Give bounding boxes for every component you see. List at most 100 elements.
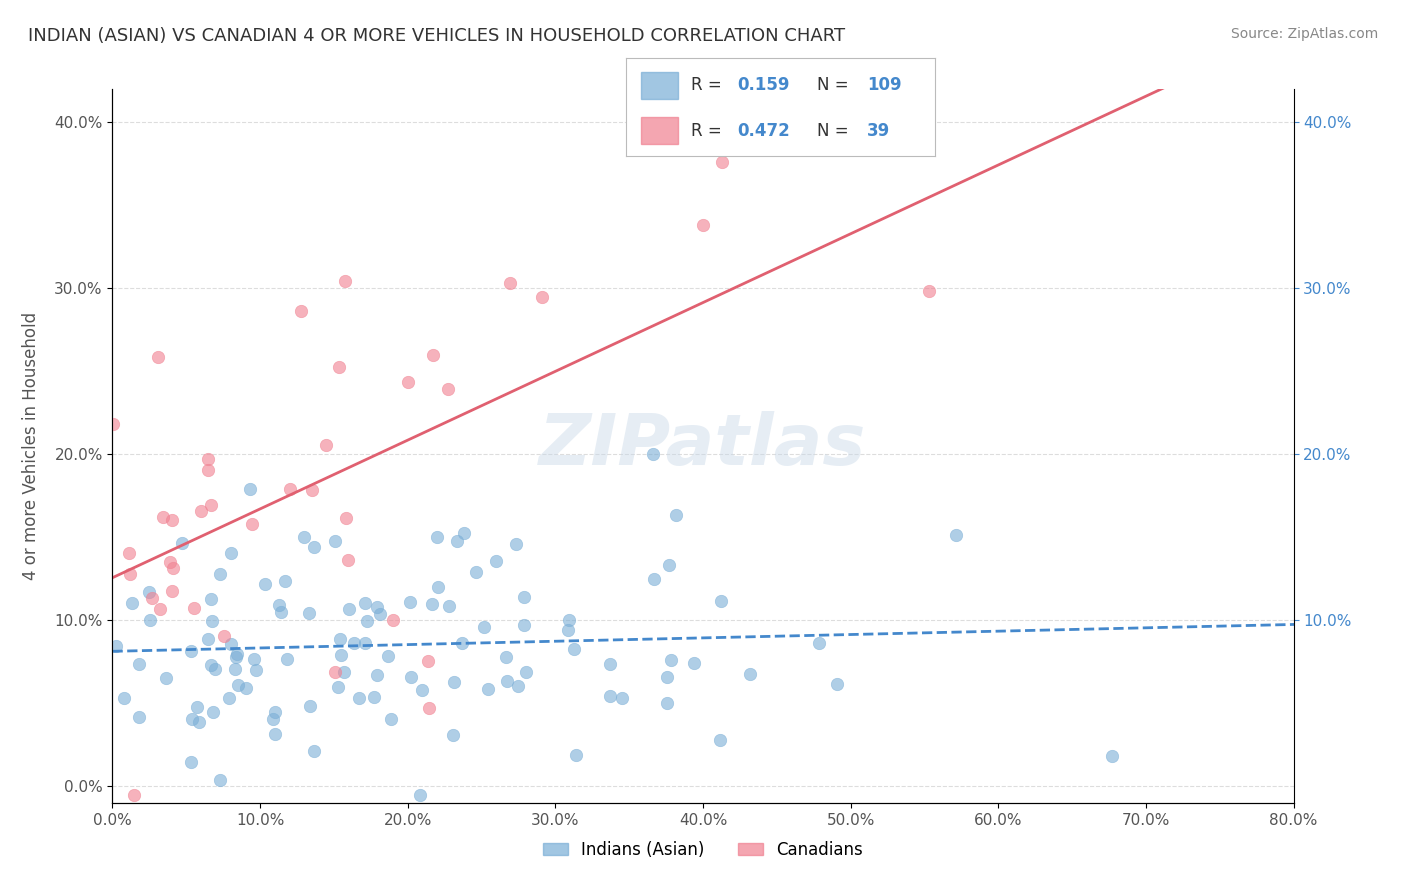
Point	[513, 590, 536, 604]
Point	[197, 463, 219, 477]
Point	[335, 511, 357, 525]
Text: 39: 39	[868, 121, 890, 139]
Point	[160, 513, 183, 527]
Point	[557, 624, 579, 638]
Point	[562, 641, 585, 656]
Point	[269, 598, 291, 612]
Point	[336, 553, 359, 567]
Text: Source: ZipAtlas.com: Source: ZipAtlas.com	[1230, 27, 1378, 41]
Text: R =: R =	[690, 121, 727, 139]
Point	[180, 755, 202, 769]
Point	[506, 679, 529, 693]
Point	[183, 601, 205, 615]
Point	[188, 714, 211, 729]
Point	[209, 567, 232, 582]
Point	[495, 673, 517, 688]
Point	[200, 591, 222, 606]
Point	[121, 596, 143, 610]
Point	[181, 712, 204, 726]
Point	[224, 662, 246, 676]
Point	[422, 597, 444, 611]
Point	[443, 675, 465, 690]
Point	[363, 690, 385, 704]
Point	[329, 648, 352, 663]
Point	[270, 605, 292, 619]
Point	[418, 654, 440, 668]
Point	[659, 653, 682, 667]
Text: R =: R =	[690, 77, 727, 95]
Legend: Indians (Asian), Canadians: Indians (Asian), Canadians	[536, 835, 870, 866]
Point	[515, 665, 537, 679]
Point	[477, 681, 499, 696]
Point	[155, 671, 177, 685]
Text: 109: 109	[868, 77, 901, 95]
Point	[186, 700, 208, 714]
Point	[235, 681, 257, 696]
Point	[262, 712, 284, 726]
Point	[558, 613, 581, 627]
Point	[710, 594, 733, 608]
Point	[325, 665, 347, 680]
Point	[426, 529, 449, 543]
Point	[918, 285, 941, 299]
Point	[118, 546, 141, 560]
Point	[451, 636, 474, 650]
Point	[495, 649, 517, 664]
Point	[354, 596, 377, 610]
Point	[138, 585, 160, 599]
Point	[439, 599, 461, 614]
Point	[226, 678, 249, 692]
Point	[204, 663, 226, 677]
Point	[146, 350, 169, 364]
Point	[328, 680, 350, 694]
Point	[380, 712, 402, 726]
Point	[366, 599, 388, 614]
Point	[302, 744, 325, 758]
Text: ZIPatlas: ZIPatlas	[540, 411, 866, 481]
Point	[399, 594, 422, 608]
Point	[436, 382, 458, 396]
Point	[825, 677, 848, 691]
Point	[225, 647, 247, 661]
Point	[426, 580, 449, 594]
Point	[564, 747, 586, 762]
Point	[315, 438, 337, 452]
Point	[101, 417, 124, 432]
Point	[399, 670, 422, 684]
Point	[396, 375, 419, 389]
Point	[141, 591, 163, 605]
Point	[190, 504, 212, 518]
Point	[453, 526, 475, 541]
Point	[292, 530, 315, 544]
Point	[200, 499, 222, 513]
Point	[152, 510, 174, 524]
Point	[212, 629, 235, 643]
Point	[335, 273, 357, 287]
Point	[332, 665, 354, 680]
Point	[472, 620, 495, 634]
Point	[658, 558, 681, 572]
Point	[808, 636, 831, 650]
Point	[254, 576, 277, 591]
Point	[422, 348, 444, 362]
Text: N =: N =	[817, 121, 855, 139]
Point	[446, 534, 468, 549]
Point	[276, 652, 298, 666]
Point	[441, 728, 464, 742]
Point	[343, 636, 366, 650]
Point	[709, 733, 731, 747]
Point	[298, 606, 321, 620]
Point	[683, 656, 706, 670]
Point	[105, 639, 128, 653]
Point	[356, 615, 378, 629]
Point	[418, 700, 440, 714]
Point	[160, 583, 183, 598]
Point	[370, 607, 392, 621]
Point	[337, 601, 360, 615]
Point	[499, 276, 522, 290]
Point	[197, 451, 219, 466]
Point	[655, 696, 678, 710]
Point	[301, 483, 323, 497]
Point	[485, 554, 508, 568]
Point	[202, 705, 225, 719]
